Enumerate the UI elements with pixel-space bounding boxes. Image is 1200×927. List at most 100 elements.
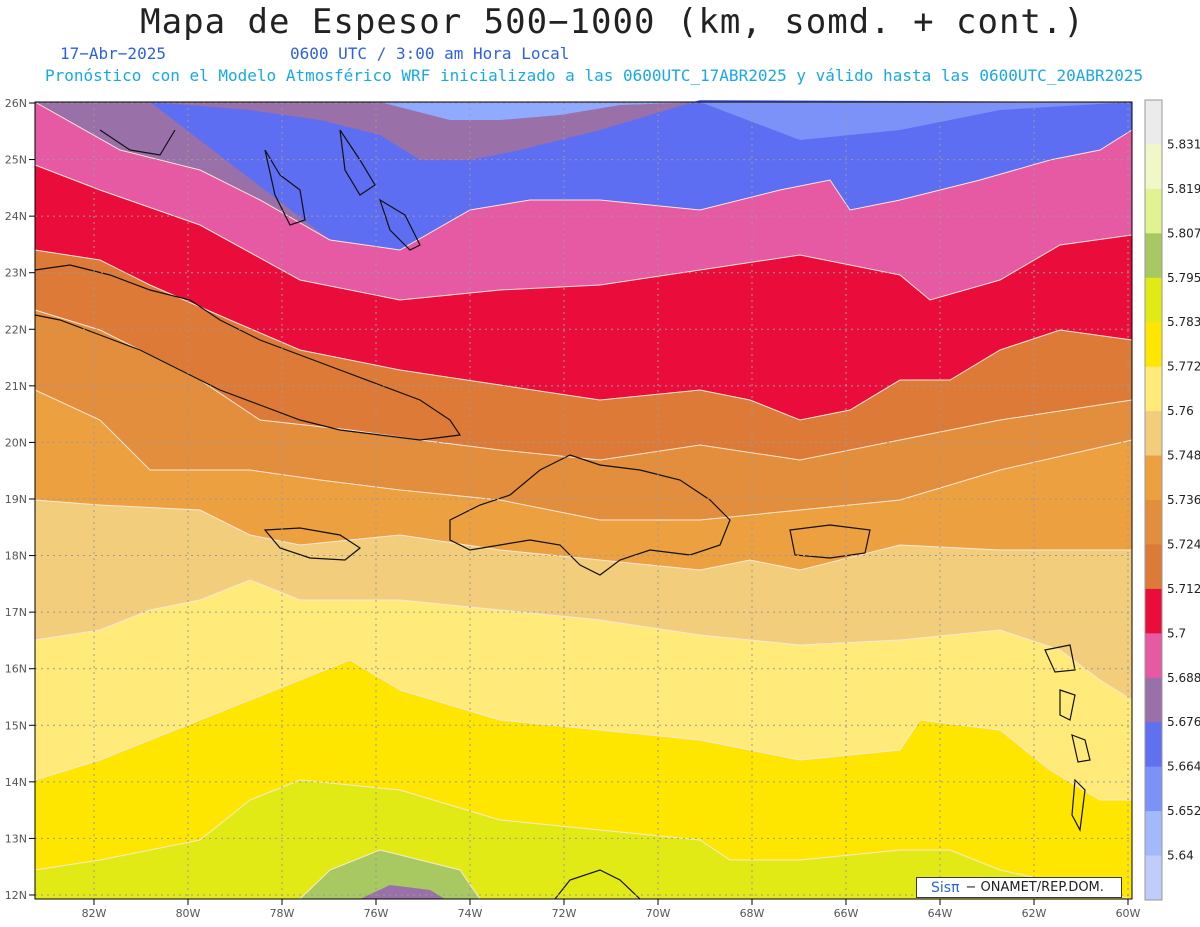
credit-text: − ONAMET/REP.DOM. xyxy=(965,880,1104,895)
colorbar-swatch-17 xyxy=(1145,855,1162,901)
colorbar-swatch-12 xyxy=(1145,633,1162,679)
map-frame xyxy=(34,101,1133,900)
lon-label-5: 72W xyxy=(552,907,577,920)
contour-line-1 xyxy=(34,164,1133,301)
lon-label-8: 66W xyxy=(834,907,859,920)
coast-bahamas-3 xyxy=(378,198,421,251)
contour-line-8 xyxy=(34,779,1133,900)
coast-lesser-antilles-4 xyxy=(1071,778,1086,832)
lat-lon-grid xyxy=(35,102,1132,899)
sispi-logo: Sisπ xyxy=(931,879,960,896)
lon-label-1: 80W xyxy=(176,907,201,920)
lat-label-11: 15N xyxy=(5,719,27,732)
contour-line-7 xyxy=(34,659,1132,801)
lon-label-2: 78W xyxy=(270,907,295,920)
lat-label-7: 19N xyxy=(5,493,27,506)
thickness-fills xyxy=(34,100,1133,900)
colorbar-label-6: 5.76 xyxy=(1167,404,1194,418)
colorbar-swatch-1 xyxy=(1145,144,1162,190)
colorbar-label-9: 5.724 xyxy=(1167,537,1200,551)
lon-label-7: 68W xyxy=(740,907,765,920)
contour-line-5 xyxy=(34,499,1132,571)
lat-label-3: 23N xyxy=(5,267,27,280)
colorbar-label-11: 5.7 xyxy=(1167,626,1186,640)
colorbar-frame xyxy=(1144,99,1163,901)
colorbar-label-16: 5.64 xyxy=(1167,849,1194,863)
lat-label-13: 13N xyxy=(5,832,27,845)
lon-label-6: 70W xyxy=(646,907,671,920)
lat-label-5: 21N xyxy=(5,380,27,393)
fill-band-yellowgreen xyxy=(35,780,1132,899)
contour-line-6 xyxy=(34,579,1133,701)
lon-label-0: 82W xyxy=(82,907,107,920)
coast-lesser-antilles-3 xyxy=(1071,734,1091,763)
coast-bahamas-1 xyxy=(264,149,306,226)
coast-bahamas-2 xyxy=(339,129,376,196)
coast-puerto-rico xyxy=(789,524,871,559)
coast-jamaica xyxy=(263,527,362,561)
contour-line-9 xyxy=(299,849,481,900)
colorbar-swatch-13 xyxy=(1145,677,1162,723)
colorbar-label-0: 5.831 xyxy=(1167,137,1200,151)
lat-label-14: 12N xyxy=(5,889,27,902)
lat-label-4: 22N xyxy=(5,323,27,336)
fill-band-blue-light xyxy=(380,102,700,120)
colorbar-swatch-6 xyxy=(1145,366,1162,412)
lon-label-11: 60W xyxy=(1116,907,1141,920)
forecast-date: 17−Abr−2025 xyxy=(60,44,166,63)
coast-lesser-antilles-1 xyxy=(1044,644,1076,673)
credit-box: Sisπ − ONAMET/REP.DOM. xyxy=(916,877,1122,898)
colorbar-label-14: 5.664 xyxy=(1167,760,1200,774)
colorbar-swatch-5 xyxy=(1145,322,1162,368)
coast-hispaniola xyxy=(449,454,731,576)
coast-cuba xyxy=(34,264,462,441)
colorbar-swatch-14 xyxy=(1145,722,1162,768)
colorbar-swatch-10 xyxy=(1145,544,1162,590)
colorbar-label-8: 5.736 xyxy=(1167,493,1200,507)
colorbar-label-12: 5.688 xyxy=(1167,671,1200,685)
lat-label-1: 25N xyxy=(5,154,27,167)
colorbar-swatch-7 xyxy=(1145,411,1162,457)
lon-label-9: 64W xyxy=(928,907,953,920)
colorbar-swatch-11 xyxy=(1145,588,1162,634)
colorbar-label-5: 5.772 xyxy=(1167,360,1200,374)
lat-label-2: 24N xyxy=(5,210,27,223)
contour-line-4 xyxy=(34,389,1133,521)
colorbar: 5.831 5.819 5.807 5.795 5.783 5.772 5.76 5.748 5… xyxy=(1144,99,1200,901)
colorbar-swatch-9 xyxy=(1145,500,1162,545)
colorbar-swatch-4 xyxy=(1145,277,1162,323)
colorbar-label-13: 5.676 xyxy=(1167,715,1200,729)
colorbar-swatch-8 xyxy=(1145,455,1162,501)
colorbar-label-7: 5.748 xyxy=(1167,449,1200,463)
model-description: Pronóstico con el Modelo Atmosférico WRF… xyxy=(45,66,1144,85)
coast-florida-keys xyxy=(99,129,176,156)
lat-label-8: 18N xyxy=(5,550,27,563)
coast-caribbean-coast-south xyxy=(554,869,641,900)
colorbar-label-1: 5.819 xyxy=(1167,182,1200,196)
lon-label-10: 62W xyxy=(1022,907,1047,920)
forecast-time: 0600 UTC / 3:00 am Hora Local xyxy=(290,44,570,63)
map-axes: 26N 25N 24N 23N 22N 21N 20N 19N 18N 17N 16N 15N 14N 1… xyxy=(5,97,1141,920)
lon-label-4: 74W xyxy=(458,907,483,920)
colorbar-swatch-16 xyxy=(1145,811,1162,857)
lat-label-0: 26N xyxy=(5,97,27,110)
lat-label-12: 14N xyxy=(5,776,27,789)
contour-line-0 xyxy=(34,101,1133,251)
colorbar-label-2: 5.807 xyxy=(1167,226,1200,240)
fill-band-blue-dark xyxy=(150,100,1132,250)
map-title: Mapa de Espesor 500−1000 (km, somd. + co… xyxy=(140,2,1085,42)
lat-label-10: 16N xyxy=(5,663,27,676)
coastlines xyxy=(34,129,1091,900)
lon-label-3: 76W xyxy=(364,907,389,920)
colorbar-swatch-0 xyxy=(1145,100,1162,145)
lat-label-6: 20N xyxy=(5,436,27,449)
colorbar-swatch-2 xyxy=(1145,188,1162,234)
colorbar-swatch-15 xyxy=(1145,766,1162,812)
fill-band-green xyxy=(300,850,480,899)
colorbar-label-3: 5.795 xyxy=(1167,271,1200,285)
colorbar-label-10: 5.712 xyxy=(1167,582,1200,596)
colorbar-swatch-3 xyxy=(1145,233,1162,279)
colorbar-label-4: 5.783 xyxy=(1167,315,1200,329)
colorbar-label-15: 5.652 xyxy=(1167,804,1200,818)
